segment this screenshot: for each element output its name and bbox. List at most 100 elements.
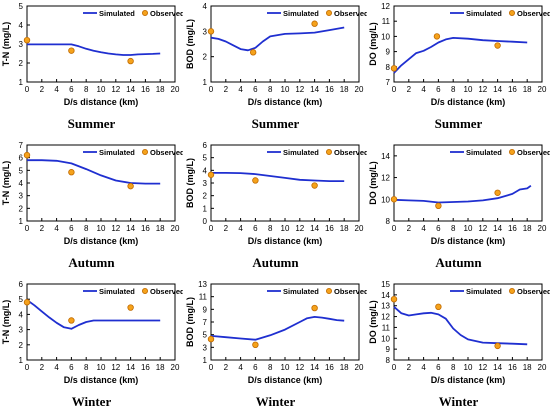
x-axis-label: D/s distance (km) xyxy=(248,236,323,246)
y-tick-label: 9 xyxy=(203,305,208,314)
season-caption: Summer xyxy=(67,116,116,131)
x-tick-label: 0 xyxy=(392,85,397,94)
y-tick-label: 6 xyxy=(19,280,24,289)
x-tick-label: 2 xyxy=(40,85,45,94)
legend-marker-swatch xyxy=(508,9,515,16)
x-tick-label: 2 xyxy=(224,224,229,233)
x-tick-label: 0 xyxy=(392,224,397,233)
x-tick-label: 18 xyxy=(340,224,349,233)
series-line-simulated xyxy=(210,26,345,52)
y-tick-label: 1 xyxy=(19,356,24,365)
y-tick-label: 11 xyxy=(382,323,391,332)
chart-panel: 0 2 4 6 8 10 12 14 16 18 20 8 10 12 14 D/s distance (km… xyxy=(367,139,550,276)
chart-panel: 0 2 4 6 8 10 12 14 16 18 20 8 9 10 11 12 13 14 15 D/s dista… xyxy=(367,278,550,415)
series-line-simulated xyxy=(393,37,528,74)
y-tick-label: 8 xyxy=(386,63,391,72)
x-tick-label: 4 xyxy=(238,224,243,233)
data-point-observed xyxy=(127,304,134,311)
y-tick-label: 12 xyxy=(381,313,390,322)
season-caption: Winter xyxy=(255,394,296,409)
data-point-observed xyxy=(433,33,441,40)
x-tick-label: 20 xyxy=(538,85,547,94)
x-tick-label: 0 xyxy=(25,85,30,94)
y-tick-label: 4 xyxy=(203,2,208,11)
x-axis-label: D/s distance (km) xyxy=(248,97,323,107)
y-tick-label: 0 xyxy=(203,217,208,226)
y-tick-label: 7 xyxy=(19,141,24,150)
y-axis-label: BOD (mg/L) xyxy=(185,158,195,208)
x-tick-label: 16 xyxy=(508,224,517,233)
x-tick-label: 20 xyxy=(355,85,364,94)
x-tick-label: 2 xyxy=(40,224,45,233)
data-point-observed xyxy=(127,57,134,65)
chart-svg: 0 2 4 6 8 10 12 14 16 18 20 8 10 12 14 D/s distance (km… xyxy=(368,144,550,246)
x-tick-label: 14 xyxy=(126,363,135,372)
x-tick-label: 2 xyxy=(40,363,45,372)
x-tick-label: 16 xyxy=(325,85,334,94)
x-axis-label: D/s distance (km) xyxy=(248,375,323,385)
x-tick-label: 0 xyxy=(25,363,30,372)
legend-marker-swatch xyxy=(325,287,332,294)
y-tick-label: 12 xyxy=(381,174,390,183)
data-point-observed xyxy=(494,189,501,196)
y-tick-label: 2 xyxy=(19,341,24,350)
x-tick-label: 10 xyxy=(464,224,473,233)
legend-label-simulated: Simulated xyxy=(283,9,319,18)
x-tick-label: 8 xyxy=(451,85,456,94)
x-axis-label: D/s distance (km) xyxy=(431,375,506,385)
x-tick-label: 12 xyxy=(111,85,120,94)
data-point-observed xyxy=(311,182,318,189)
x-tick-label: 12 xyxy=(111,363,120,372)
legend-label-observed: Observed xyxy=(334,148,367,157)
x-tick-label: 10 xyxy=(97,363,106,372)
y-tick-label: 4 xyxy=(19,179,24,188)
data-point-observed xyxy=(252,341,259,348)
data-point-observed xyxy=(207,28,215,35)
x-tick-label: 6 xyxy=(253,85,258,94)
chart-panel: 0 2 4 6 8 10 12 14 16 18 20 1 3 5 7 9 11 13 D/s distance (… xyxy=(184,278,367,415)
legend-label-simulated: Simulated xyxy=(283,287,319,296)
x-tick-label: 8 xyxy=(451,224,456,233)
legend-label-observed: Observed xyxy=(517,9,550,18)
x-tick-label: 0 xyxy=(25,224,30,233)
x-tick-label: 18 xyxy=(523,363,532,372)
x-tick-label: 4 xyxy=(421,85,426,94)
x-tick-label: 12 xyxy=(478,224,487,233)
x-tick-label: 12 xyxy=(111,224,120,233)
y-tick-label: 8 xyxy=(386,356,391,365)
series-line-simulated xyxy=(27,159,161,185)
x-tick-label: 2 xyxy=(407,363,412,372)
legend-label-observed: Observed xyxy=(334,9,367,18)
x-tick-label: 12 xyxy=(478,363,487,372)
data-point-observed xyxy=(435,303,442,310)
y-axis-label: DO (mg/L) xyxy=(368,22,378,66)
data-point-observed xyxy=(68,169,75,176)
data-point-observed xyxy=(390,296,398,303)
data-point-observed xyxy=(127,182,134,190)
y-tick-label: 2 xyxy=(19,59,24,68)
x-axis-label: D/s distance (km) xyxy=(64,97,139,107)
x-tick-label: 4 xyxy=(421,224,426,233)
x-tick-label: 6 xyxy=(436,85,441,94)
x-tick-label: 14 xyxy=(310,224,319,233)
legend-marker-swatch xyxy=(325,148,332,155)
y-tick-label: 1 xyxy=(19,78,24,87)
y-tick-label: 11 xyxy=(199,293,208,302)
y-tick-label: 12 xyxy=(381,2,390,11)
y-tick-label: 15 xyxy=(381,280,390,289)
x-tick-label: 0 xyxy=(209,363,214,372)
data-point-observed xyxy=(207,171,215,178)
y-tick-label: 3 xyxy=(203,27,208,36)
legend-marker-swatch xyxy=(141,148,148,155)
series-line-simulated xyxy=(211,172,345,182)
x-tick-label: 6 xyxy=(253,363,258,372)
season-caption: Autumn xyxy=(68,255,115,270)
y-tick-label: 14 xyxy=(381,152,390,161)
x-tick-label: 18 xyxy=(523,224,532,233)
x-tick-label: 4 xyxy=(421,363,426,372)
x-tick-label: 10 xyxy=(281,363,290,372)
x-tick-label: 14 xyxy=(310,85,319,94)
